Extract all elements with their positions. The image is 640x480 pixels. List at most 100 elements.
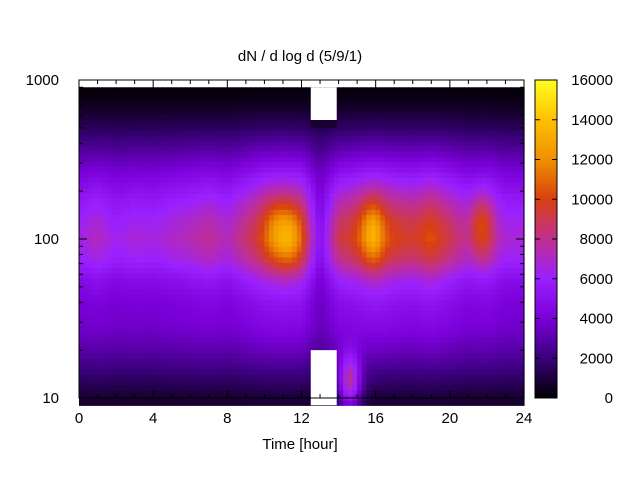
heatmap-cell [426,278,432,284]
heatmap-cell [180,172,187,178]
heatmap-cell [227,267,233,274]
heatmap-cell [143,267,150,274]
heatmap-cell [329,262,335,269]
heatmap-cell [408,209,414,216]
heatmap-cell [422,331,428,337]
heatmap-cell [139,193,145,200]
heatmap-cell [227,145,233,152]
heatmap-cell [167,124,173,131]
heatmap-cell [153,288,159,295]
heatmap-cell [199,172,205,178]
heatmap-cell [134,346,140,353]
heatmap-cell [431,209,437,216]
heatmap-cell [102,336,108,343]
heatmap-cell [454,113,460,120]
heatmap-cell [343,262,349,269]
heatmap-cell [139,145,145,152]
heatmap-cell [310,299,317,306]
heatmap-cell [162,256,168,263]
heatmap-cell [282,124,289,131]
heatmap-cell [269,309,275,316]
heatmap-cell [296,320,303,327]
heatmap-cell [125,299,131,306]
heatmap-cell [194,240,201,247]
heatmap-cell [213,251,219,258]
heatmap-cell [134,145,140,152]
heatmap-cell [371,288,377,295]
heatmap-cell [273,203,279,210]
heatmap-cell [97,103,103,110]
heatmap-cell [250,140,256,147]
heatmap-cell [241,262,247,269]
heatmap-cell [255,267,261,274]
heatmap-cell [440,272,446,279]
heatmap-cell [139,267,145,274]
heatmap-cell [162,304,168,311]
heatmap-cell [403,103,409,110]
heatmap-cell [125,134,131,141]
heatmap-cell [398,219,405,226]
heatmap-cell [102,283,108,290]
heatmap-cell [176,399,182,406]
heatmap-cell [148,240,154,247]
heatmap-cell [222,124,228,131]
heatmap-cell [333,166,340,173]
heatmap-cell [171,278,177,284]
heatmap-cell [190,399,196,406]
heatmap-cell [83,352,89,359]
heatmap-cell [394,331,400,337]
heatmap-cell [338,278,344,284]
heatmap-cell [389,145,395,152]
heatmap-cell [412,352,418,359]
heatmap-cell [435,156,442,163]
heatmap-cell [111,278,117,284]
heatmap-cell [227,193,233,200]
heatmap-cell [180,225,187,231]
heatmap-cell [282,103,289,110]
heatmap-cell [273,182,279,189]
heatmap-cell [185,219,191,226]
heatmap-cell [102,341,108,348]
heatmap-cell [120,341,126,348]
heatmap-cell [278,214,284,221]
heatmap-cell [278,97,284,104]
heatmap-cell [102,352,108,359]
heatmap-cell [148,331,154,337]
heatmap-cell [412,161,418,168]
heatmap-cell [241,336,247,343]
heatmap-cell [162,209,168,216]
heatmap-cell [352,129,358,136]
heatmap-cell [384,203,391,210]
heatmap-cell [384,246,391,253]
heatmap-cell [329,299,335,306]
heatmap-cell [250,235,256,242]
heatmap-cell [301,166,307,173]
heatmap-cell [231,119,238,125]
heatmap-cell [139,315,145,322]
heatmap-cell [394,108,400,115]
heatmap-cell [417,235,423,242]
heatmap-cell [329,129,335,136]
heatmap-cell [417,119,423,125]
heatmap-cell [417,214,423,221]
heatmap-cell [375,203,381,210]
heatmap-cell [333,309,340,316]
heatmap-cell [241,373,247,380]
heatmap-cell [180,187,187,194]
heatmap-cell [79,113,85,120]
heatmap-cell [426,172,432,178]
heatmap-cell [412,399,418,406]
heatmap-cell [176,177,182,184]
heatmap-cell [435,177,442,184]
heatmap-cell [162,235,168,242]
heatmap-cell [306,235,312,242]
heatmap-cell [92,198,99,205]
heatmap-cell [403,299,409,306]
heatmap-cell [361,304,367,311]
heatmap-cell [79,124,85,131]
heatmap-cell [139,272,145,279]
heatmap-cell [315,161,321,168]
heatmap-cell [347,172,354,178]
heatmap-cell [185,161,191,168]
heatmap-cell [440,113,446,120]
